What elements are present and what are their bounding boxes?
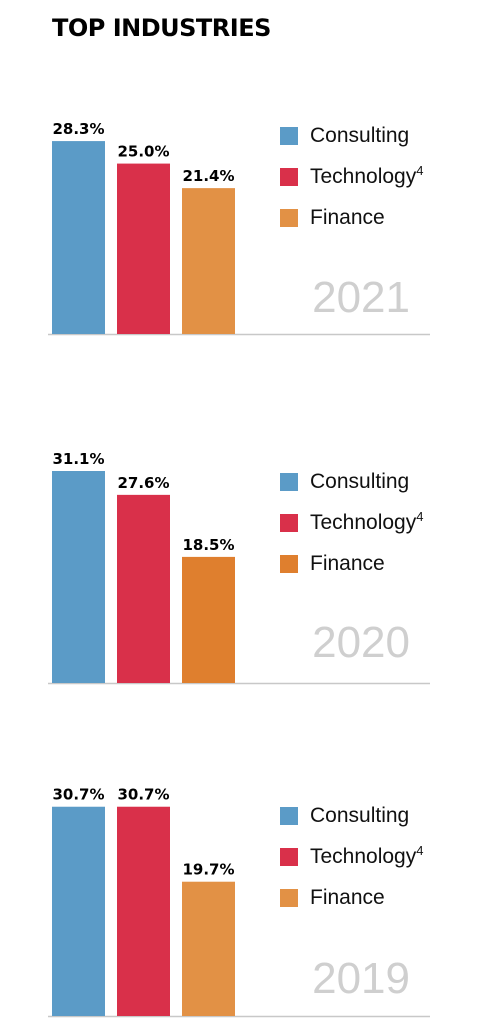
legend-swatch-finance <box>280 889 298 907</box>
legend-label-technology: Technology <box>310 845 417 868</box>
value-label-consulting-2020: 31.1% <box>52 450 104 468</box>
bar-consulting-2020 <box>52 471 105 683</box>
value-label-consulting-2019: 30.7% <box>52 786 104 804</box>
page-title: TOP INDUSTRIES <box>52 14 271 42</box>
bar-consulting-2021 <box>52 141 105 334</box>
value-label-technology-2021: 25.0% <box>117 143 169 161</box>
legend-swatch-consulting <box>280 807 298 825</box>
year-label-2019: 2019 <box>312 954 410 1003</box>
legend-label-finance: Finance <box>310 552 385 575</box>
value-label-finance-2019: 19.7% <box>182 861 234 879</box>
legend-swatch-finance <box>280 209 298 227</box>
bar-technology-2021 <box>117 163 170 334</box>
legend-item-technology: Technology4 <box>280 163 480 189</box>
legend-footnote: 4 <box>416 163 424 178</box>
legend-item-consulting: Consulting <box>280 804 480 828</box>
bar-technology-2020 <box>117 494 170 683</box>
legend-label-consulting: Consulting <box>310 470 410 493</box>
year-label-2020: 2020 <box>312 618 410 667</box>
legend-footnote: 4 <box>416 843 424 858</box>
chart-panel-2019: 30.7% 30.7% 19.7% Consulting Technology4 F… <box>0 722 496 1022</box>
bar-consulting-2019 <box>52 806 105 1016</box>
legend-label-finance: Finance <box>310 886 385 909</box>
legend-item-consulting: Consulting <box>280 470 480 494</box>
legend-swatch-technology <box>280 168 298 186</box>
legend-label-finance: Finance <box>310 206 385 229</box>
legend-item-technology: Technology4 <box>280 843 480 869</box>
value-label-technology-2019: 30.7% <box>117 786 169 804</box>
legend-swatch-consulting <box>280 473 298 491</box>
chart-panel-2021: 28.3% 25.0% 21.4% Consulting Technology4 F… <box>0 40 496 340</box>
legend-label-technology: Technology <box>310 511 417 534</box>
bar-finance-2020 <box>182 556 235 683</box>
legend-swatch-technology <box>280 848 298 866</box>
value-label-consulting-2021: 28.3% <box>52 120 104 138</box>
legend-swatch-consulting <box>280 127 298 145</box>
bar-chart-2019: 30.7% 30.7% 19.7% <box>48 786 430 1018</box>
legend-label-consulting: Consulting <box>310 804 410 827</box>
chart-panel-2020: 31.1% 27.6% 18.5% Consulting Technology4 F… <box>0 388 496 688</box>
legend-label-consulting: Consulting <box>310 124 410 147</box>
value-label-finance-2021: 21.4% <box>182 167 234 185</box>
legend-swatch-finance <box>280 555 298 573</box>
legend-item-technology: Technology4 <box>280 509 480 535</box>
year-label-2021: 2021 <box>312 273 410 322</box>
bar-finance-2021 <box>182 188 235 334</box>
value-label-technology-2020: 27.6% <box>117 474 169 492</box>
legend-item-finance: Finance <box>280 886 480 910</box>
bar-finance-2019 <box>182 881 235 1016</box>
value-label-finance-2020: 18.5% <box>182 536 234 554</box>
bar-chart-2021: 28.3% 25.0% 21.4% <box>48 120 430 336</box>
legend-item-finance: Finance <box>280 552 480 576</box>
legend-item-consulting: Consulting <box>280 124 480 148</box>
bar-chart-2020: 31.1% 27.6% 18.5% <box>48 450 430 685</box>
legend-item-finance: Finance <box>280 206 480 230</box>
legend-swatch-technology <box>280 514 298 532</box>
legend-label-technology: Technology <box>310 165 417 188</box>
bar-technology-2019 <box>117 806 170 1016</box>
legend-footnote: 4 <box>416 509 424 524</box>
